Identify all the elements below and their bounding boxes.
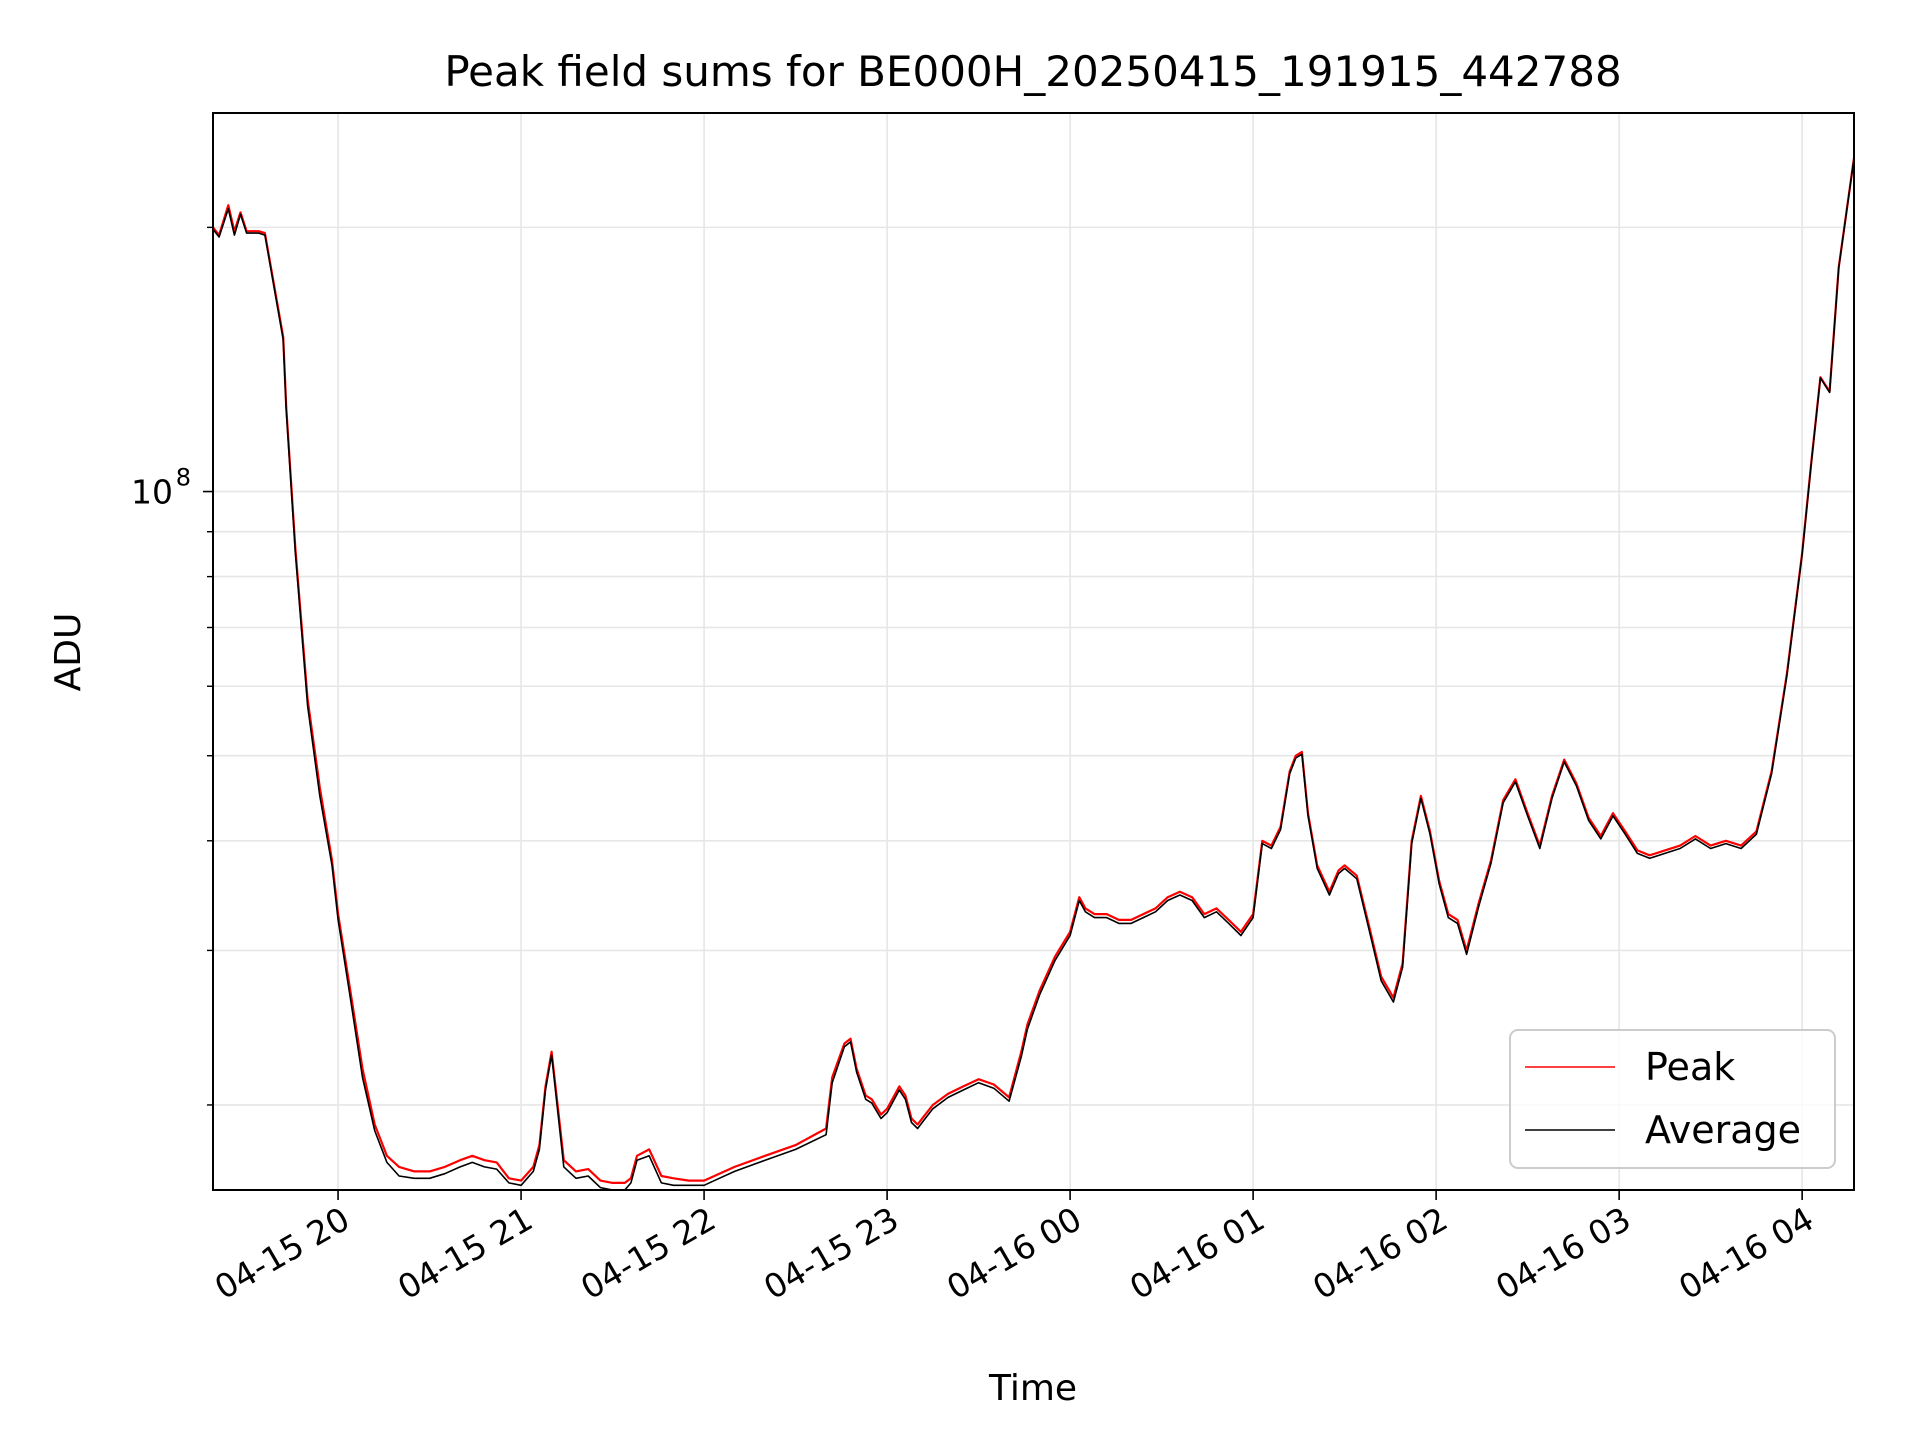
y-tick-label: 10: [131, 473, 173, 512]
legend-box: [1509, 1029, 1836, 1169]
chart-title: Peak field sums for BE000H_20250415_1919…: [444, 47, 1621, 96]
y-tick-label-exponent: 8: [176, 464, 191, 492]
x-axis-label: Time: [988, 1368, 1077, 1409]
series-line-peak: [213, 157, 1854, 1185]
plot-area-frame: [212, 112, 1855, 1191]
y-tick-label-base: 10: [131, 473, 173, 512]
series-lines: [213, 157, 1854, 1190]
legend-label-average: Average: [1645, 1108, 1801, 1152]
grid: [213, 113, 1854, 1190]
y-axis-label: ADU: [48, 613, 89, 692]
legend: Peak Average: [1509, 1029, 1836, 1169]
series-line-average: [213, 158, 1854, 1190]
legend-label-peak: Peak: [1645, 1045, 1735, 1089]
